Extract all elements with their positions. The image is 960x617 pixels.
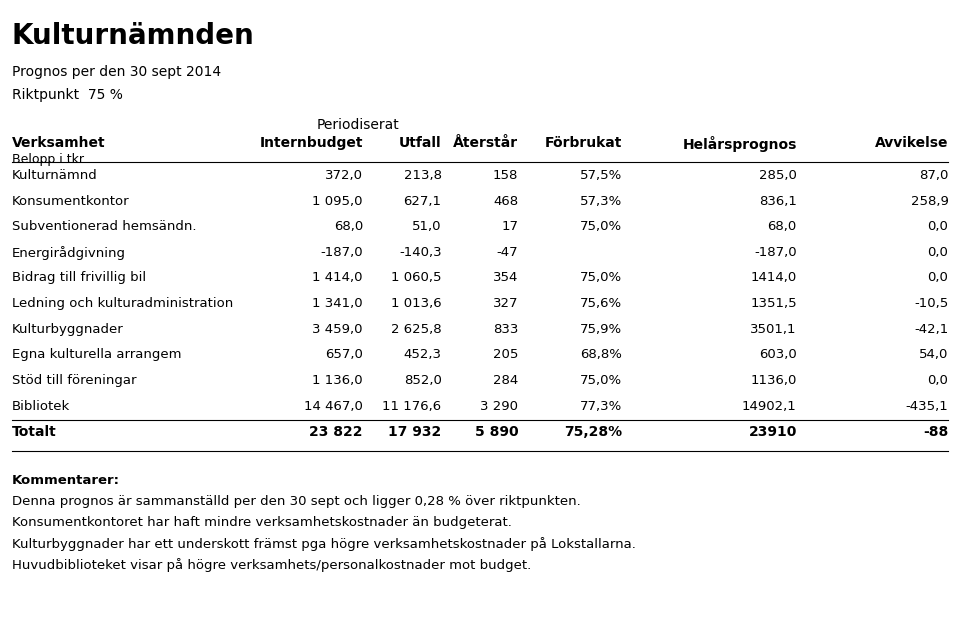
Text: -88: -88 <box>924 425 948 439</box>
Text: 0,0: 0,0 <box>927 246 948 259</box>
Text: Verksamhet: Verksamhet <box>12 136 106 150</box>
Text: 14 467,0: 14 467,0 <box>304 400 363 413</box>
Text: Utfall: Utfall <box>399 136 442 150</box>
Text: Återstår: Återstår <box>453 136 518 150</box>
Text: 836,1: 836,1 <box>759 195 797 208</box>
Text: Periodiserat: Periodiserat <box>316 118 399 133</box>
Text: -187,0: -187,0 <box>321 246 363 259</box>
Text: Egna kulturella arrangem: Egna kulturella arrangem <box>12 348 181 362</box>
Text: 68,0: 68,0 <box>334 220 363 233</box>
Text: 205: 205 <box>493 348 518 362</box>
Text: 285,0: 285,0 <box>759 169 797 182</box>
Text: 158: 158 <box>493 169 518 182</box>
Text: 68,0: 68,0 <box>768 220 797 233</box>
Text: 1 341,0: 1 341,0 <box>312 297 363 310</box>
Text: Förbrukat: Förbrukat <box>544 136 622 150</box>
Text: -140,3: -140,3 <box>399 246 442 259</box>
Text: 75,0%: 75,0% <box>580 374 622 387</box>
Text: 327: 327 <box>492 297 518 310</box>
Text: Energirådgivning: Energirådgivning <box>12 246 126 260</box>
Text: 258,9: 258,9 <box>911 195 948 208</box>
Text: 1 136,0: 1 136,0 <box>312 374 363 387</box>
Text: 57,5%: 57,5% <box>580 169 622 182</box>
Text: 87,0: 87,0 <box>919 169 948 182</box>
Text: Bidrag till frivillig bil: Bidrag till frivillig bil <box>12 271 146 284</box>
Text: 1 414,0: 1 414,0 <box>312 271 363 284</box>
Text: 75,9%: 75,9% <box>580 323 622 336</box>
Text: 833: 833 <box>493 323 518 336</box>
Text: Internbudget: Internbudget <box>259 136 363 150</box>
Text: -435,1: -435,1 <box>905 400 948 413</box>
Text: -42,1: -42,1 <box>914 323 948 336</box>
Text: Kommentarer:: Kommentarer: <box>12 474 119 487</box>
Text: 77,3%: 77,3% <box>580 400 622 413</box>
Text: 657,0: 657,0 <box>325 348 363 362</box>
Text: 3 290: 3 290 <box>480 400 518 413</box>
Text: -47: -47 <box>496 246 518 259</box>
Text: 1 060,5: 1 060,5 <box>391 271 442 284</box>
Text: Riktpunkt  75 %: Riktpunkt 75 % <box>12 88 122 102</box>
Text: Bibliotek: Bibliotek <box>12 400 70 413</box>
Text: 354: 354 <box>493 271 518 284</box>
Text: 17 932: 17 932 <box>389 425 442 439</box>
Text: Huvudbiblioteket visar på högre verksamhets/personalkostnader mot budget.: Huvudbiblioteket visar på högre verksamh… <box>12 558 531 573</box>
Text: 68,8%: 68,8% <box>580 348 622 362</box>
Text: 284: 284 <box>493 374 518 387</box>
Text: 452,3: 452,3 <box>403 348 442 362</box>
Text: 1414,0: 1414,0 <box>751 271 797 284</box>
Text: Kulturbyggnader har ett underskott främst pga högre verksamhetskostnader på Loks: Kulturbyggnader har ett underskott främs… <box>12 537 636 552</box>
Text: Konsumentkontoret har haft mindre verksamhetskostnader än budgeterat.: Konsumentkontoret har haft mindre verksa… <box>12 516 512 529</box>
Text: 23 822: 23 822 <box>309 425 363 439</box>
Text: Stöd till föreningar: Stöd till föreningar <box>12 374 136 387</box>
Text: 603,0: 603,0 <box>759 348 797 362</box>
Text: 11 176,6: 11 176,6 <box>382 400 442 413</box>
Text: 468: 468 <box>493 195 518 208</box>
Text: 75,0%: 75,0% <box>580 271 622 284</box>
Text: 213,8: 213,8 <box>403 169 442 182</box>
Text: 372,0: 372,0 <box>324 169 363 182</box>
Text: Ledning och kulturadministration: Ledning och kulturadministration <box>12 297 232 310</box>
Text: -187,0: -187,0 <box>755 246 797 259</box>
Text: 1 013,6: 1 013,6 <box>391 297 442 310</box>
Text: 17: 17 <box>501 220 518 233</box>
Text: 3501,1: 3501,1 <box>751 323 797 336</box>
Text: 0,0: 0,0 <box>927 271 948 284</box>
Text: 23910: 23910 <box>749 425 797 439</box>
Text: Helårsprognos: Helårsprognos <box>683 136 797 152</box>
Text: Kulturnämnd: Kulturnämnd <box>12 169 97 182</box>
Text: Konsumentkontor: Konsumentkontor <box>12 195 130 208</box>
Text: Subventionerad hemsändn.: Subventionerad hemsändn. <box>12 220 196 233</box>
Text: 3 459,0: 3 459,0 <box>312 323 363 336</box>
Text: Kulturbyggnader: Kulturbyggnader <box>12 323 123 336</box>
Text: Avvikelse: Avvikelse <box>875 136 948 150</box>
Text: 14902,1: 14902,1 <box>742 400 797 413</box>
Text: 0,0: 0,0 <box>927 220 948 233</box>
Text: Totalt: Totalt <box>12 425 57 439</box>
Text: 75,28%: 75,28% <box>564 425 622 439</box>
Text: Kulturnämnden: Kulturnämnden <box>12 22 254 49</box>
Text: Prognos per den 30 sept 2014: Prognos per den 30 sept 2014 <box>12 65 221 79</box>
Text: 51,0: 51,0 <box>412 220 442 233</box>
Text: 5 890: 5 890 <box>475 425 518 439</box>
Text: 57,3%: 57,3% <box>580 195 622 208</box>
Text: 1 095,0: 1 095,0 <box>312 195 363 208</box>
Text: 1136,0: 1136,0 <box>751 374 797 387</box>
Text: 75,6%: 75,6% <box>580 297 622 310</box>
Text: 852,0: 852,0 <box>404 374 442 387</box>
Text: 75,0%: 75,0% <box>580 220 622 233</box>
Text: 2 625,8: 2 625,8 <box>391 323 442 336</box>
Text: -10,5: -10,5 <box>914 297 948 310</box>
Text: 54,0: 54,0 <box>919 348 948 362</box>
Text: 0,0: 0,0 <box>927 374 948 387</box>
Text: 1351,5: 1351,5 <box>750 297 797 310</box>
Text: 627,1: 627,1 <box>403 195 442 208</box>
Text: Belopp i tkr: Belopp i tkr <box>12 153 84 166</box>
Text: Denna prognos är sammanställd per den 30 sept och ligger 0,28 % över riktpunkten: Denna prognos är sammanställd per den 30… <box>12 495 580 508</box>
